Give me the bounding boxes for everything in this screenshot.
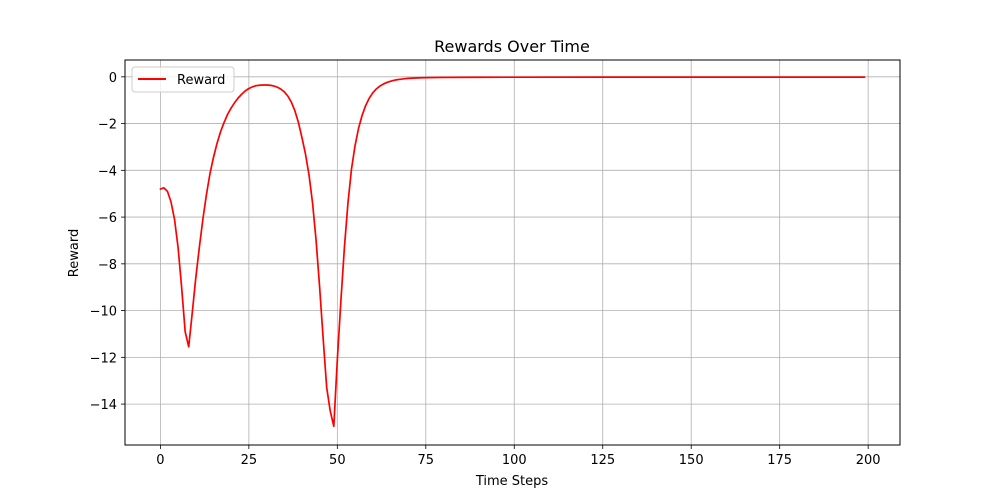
x-tick-label: 175 [767, 453, 792, 468]
x-tick-label: 25 [241, 453, 258, 468]
x-tick-label: 0 [156, 453, 164, 468]
plot-frame [124, 59, 901, 446]
legend-label-reward: Reward [177, 73, 225, 88]
legend: Reward [131, 66, 235, 93]
x-axis-label: Time Steps [475, 474, 549, 489]
y-tick-label: −14 [90, 398, 117, 413]
x-tick-label: 125 [590, 453, 615, 468]
chart-title: Rewards Over Time [434, 37, 590, 56]
x-tick-label: 150 [679, 453, 704, 468]
y-tick-label: 0 [109, 71, 117, 86]
x-tick-label: 50 [329, 453, 346, 468]
y-tick-label: −8 [98, 258, 117, 273]
x-tick-label: 100 [502, 453, 527, 468]
series-layer [159, 76, 866, 428]
x-tick-label: 200 [856, 453, 881, 468]
y-tick-label: −2 [98, 118, 117, 133]
y-axis-label: Reward [67, 229, 82, 277]
y-tick-label: −10 [90, 305, 117, 320]
plot-area-background [125, 60, 900, 445]
series-line-reward [159, 76, 866, 428]
legend-box [131, 66, 235, 93]
x-tick-label: 75 [418, 453, 435, 468]
x-axis-ticks: 0 25 50 75 100 125 150 175 200 [156, 445, 881, 468]
y-axis-ticks: 0 −2 −4 −6 −8 −10 −12 −14 [90, 71, 125, 413]
y-tick-label: −4 [98, 164, 117, 179]
y-tick-label: −6 [98, 211, 117, 226]
y-tick-label: −12 [90, 351, 117, 366]
